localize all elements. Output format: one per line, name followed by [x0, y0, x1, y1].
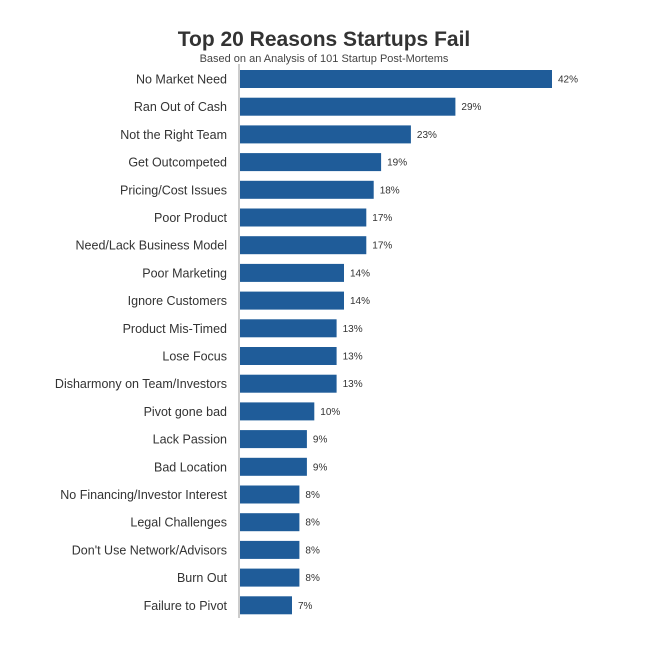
- category-label: Poor Product: [154, 211, 227, 225]
- bar: [240, 347, 337, 365]
- bar: [240, 457, 307, 476]
- bar: [240, 97, 456, 116]
- category-label: Don't Use Network/Advisors: [72, 543, 227, 557]
- bar: [240, 208, 367, 227]
- value-label: 17%: [372, 241, 392, 252]
- bar: [240, 263, 344, 282]
- value-label: 13%: [343, 324, 363, 335]
- category-label: No Financing/Investor Interest: [60, 488, 227, 502]
- chart-title: Top 20 Reasons Startups Fail: [177, 28, 471, 51]
- category-label: Burn Out: [177, 571, 228, 585]
- bar: [240, 374, 337, 393]
- bar: [240, 236, 367, 255]
- bar: [240, 319, 337, 338]
- bar: [240, 430, 307, 449]
- bar: [240, 596, 292, 615]
- value-label: 29%: [461, 102, 481, 113]
- bar: [240, 125, 411, 144]
- category-label: Ignore Customers: [128, 294, 227, 308]
- category-label: Ran Out of Cash: [134, 100, 227, 114]
- value-label: 14%: [350, 268, 370, 279]
- category-label: Pricing/Cost Issues: [120, 183, 227, 197]
- value-label: 8%: [305, 490, 320, 501]
- category-label: Poor Marketing: [142, 266, 227, 280]
- bar: [240, 153, 382, 172]
- value-label: 19%: [387, 158, 407, 169]
- value-label: 10%: [320, 407, 340, 418]
- value-label: 13%: [343, 352, 363, 363]
- value-label: 9%: [313, 462, 328, 473]
- value-label: 7%: [298, 601, 313, 612]
- bar: [240, 291, 344, 310]
- category-label: Legal Challenges: [130, 516, 227, 530]
- bar: [240, 402, 315, 421]
- value-label: 14%: [350, 296, 370, 307]
- chart-subtitle: Based on an Analysis of 101 Startup Post…: [199, 53, 449, 65]
- value-label: 9%: [313, 435, 328, 446]
- category-label: Not the Right Team: [120, 128, 227, 142]
- category-label: Pivot gone bad: [144, 405, 227, 419]
- value-label: 42%: [558, 75, 578, 86]
- value-label: 13%: [343, 379, 363, 390]
- category-label: Disharmony on Team/Investors: [55, 377, 227, 391]
- bar: [240, 70, 552, 88]
- category-label: Lose Focus: [162, 350, 227, 364]
- bar: [240, 568, 300, 587]
- value-label: 18%: [380, 185, 400, 196]
- category-label: No Market Need: [136, 73, 227, 87]
- category-label: Failure to Pivot: [144, 599, 228, 613]
- bar: [240, 540, 300, 559]
- value-label: 8%: [305, 518, 320, 529]
- value-label: 17%: [372, 213, 392, 224]
- category-label: Product Mis-Timed: [123, 322, 227, 336]
- value-label: 8%: [305, 573, 320, 584]
- bar: [240, 513, 300, 532]
- category-label: Bad Location: [154, 460, 227, 474]
- value-label: 8%: [305, 545, 320, 556]
- bar: [240, 180, 374, 199]
- category-label: Get Outcompeted: [128, 156, 227, 170]
- category-label: Lack Passion: [153, 433, 227, 447]
- value-label: 23%: [417, 130, 437, 141]
- category-label: Need/Lack Business Model: [76, 239, 227, 253]
- bar: [240, 485, 300, 504]
